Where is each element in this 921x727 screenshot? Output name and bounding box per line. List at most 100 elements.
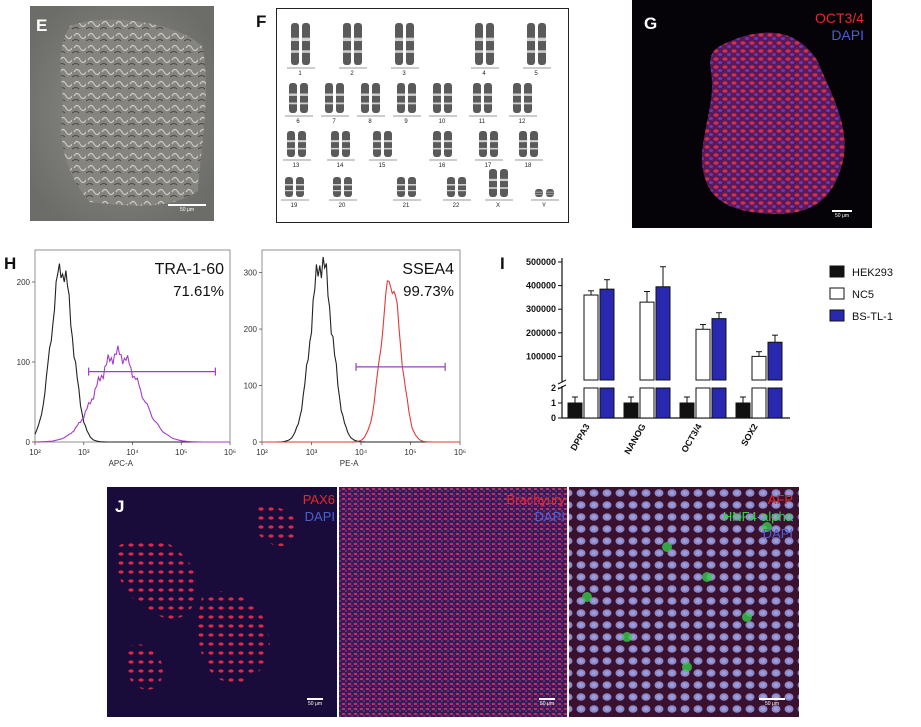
flow-ytick-label: 300 (244, 269, 258, 278)
flow-xtick-label: 10² (256, 448, 268, 457)
bar-category-label: OCT3/4 (679, 422, 703, 454)
panel-j-marker-brachyury: Brachyury (506, 492, 565, 507)
chromosome-label-1: 1 (298, 71, 302, 77)
panel-j-marker-dapi-3: DAPI (762, 526, 793, 541)
chromosome-label-15: 15 (379, 163, 386, 169)
chromosome-pair-22: 22 (443, 177, 471, 209)
bar-NC5-OCT3/4 (695, 328, 711, 381)
flow-ytick-label: 200 (17, 278, 31, 287)
bar-NC5-DPPA3-lower (583, 387, 599, 419)
bar-ytick-label: 300000 (526, 304, 556, 314)
panel-h-flow-cytometry: 0 100 200 10² 10³ 10⁴ 10⁵ 10⁶ APC-A TRA-1-60 71.61… (17, 249, 466, 468)
bar-BS-TL-1-OCT3/4-lower (711, 387, 727, 419)
bar-BS-TL-1-NANOG-lower (655, 387, 671, 419)
chromosome-pair-14: 14 (327, 131, 355, 169)
chromosome-label-3: 3 (402, 71, 406, 77)
chromosome-pair-11: 11 (469, 83, 497, 125)
panel-j-scale-label-1: 50 μm (308, 701, 322, 707)
chromosome-pair-21: 21 (393, 177, 421, 209)
chromosome-label-16: 16 (439, 163, 446, 169)
flow-xaxis-label: APC-A (109, 459, 134, 468)
flow-xtick-label: 10⁴ (355, 448, 368, 457)
chromosome-label-5: 5 (534, 71, 538, 77)
chromosome-pair-3: 3 (391, 23, 419, 77)
panel-g-marker-oct34: OCT3/4 (814, 10, 864, 26)
chromosome-label-22: 22 (453, 203, 460, 209)
bar-BS-TL-1-SOX2 (767, 341, 783, 381)
flow-percent: 71.61% (173, 283, 224, 300)
panel-j-marker-dapi-2: DAPI (534, 509, 565, 524)
chromosome-pair-9: 9 (393, 83, 421, 125)
panel-j-legend-afp: AFP HNF4-alpha DAPI (723, 491, 793, 542)
chromosome-label-14: 14 (337, 163, 344, 169)
flow-marker-name: SSEA4 (402, 261, 454, 278)
chromosome-label-21: 21 (403, 203, 410, 209)
bar-NC5-SOX2 (751, 355, 767, 381)
flow-sample-histogram (262, 280, 460, 443)
panel-e: E 50 μm (30, 6, 214, 221)
flow-xtick-label: 10⁶ (224, 448, 236, 457)
bar-NC5-NANOG (639, 301, 655, 381)
bar-ytick-label: 0 (551, 413, 556, 423)
bar-HEK293-OCT3/4 (679, 402, 695, 419)
panel-j: J PAX6 DAPI Brachyury DAPI AFP HNF4-alph… (107, 487, 799, 717)
bar-legend: HEK293 NC5 BS-TL-1 (829, 265, 893, 323)
panel-e-micrograph (30, 6, 214, 221)
bar-ytick-label: 400000 (526, 281, 556, 291)
chromosome-label-8: 8 (368, 119, 372, 125)
flow-percent: 99.73% (403, 283, 454, 300)
chromosome-label-7: 7 (332, 119, 336, 125)
chromosome-pair-20: 20 (329, 177, 357, 209)
chromosome-pair-1: 1 (287, 23, 315, 77)
chromosome-label-X: X (496, 203, 500, 209)
flow-plot-2: 0 100 200 300 10² 10³ 10⁴ 10⁵ 10⁶ PE-A SSEA4 99.73% (244, 249, 466, 468)
chromosome-label-12: 12 (519, 119, 526, 125)
chromosome-pair-13: 13 (283, 131, 311, 169)
legend-swatch-HEK293 (829, 265, 845, 278)
bar-NC5-OCT3/4-lower (695, 387, 711, 419)
panel-f-karyotype: 1 2 3 4 5 6 7 8 9 10 11 12 13 14 15 16 17 18 19 20 21 22 X Y (276, 8, 569, 223)
chromosome-label-4: 4 (482, 71, 486, 77)
flow-plot-frame (261, 249, 461, 443)
chromosome-pair-8: 8 (357, 83, 385, 125)
chromosome-pair-X: X (485, 169, 513, 209)
chromosome-label-13: 13 (293, 163, 300, 169)
bar-HEK293-SOX2 (735, 402, 751, 419)
bar-BS-TL-1-SOX2-lower (767, 387, 783, 419)
bar-BS-TL-1-DPPA3-lower (599, 387, 615, 419)
legend-swatch-BS-TL-1 (829, 309, 845, 322)
panel-j-marker-pax6: PAX6 (302, 492, 335, 507)
bar-BS-TL-1-DPPA3 (599, 288, 615, 381)
bar-HEK293-DPPA3 (567, 402, 583, 419)
panel-j-scale-label-3: 50 μm (765, 701, 779, 707)
panel-e-label: E (36, 16, 48, 35)
flow-xtick-label: 10³ (78, 448, 90, 457)
flow-sample-histogram (35, 345, 230, 443)
chromosome-label-Y: Y (542, 203, 546, 209)
bar-ytick-label: 100000 (526, 351, 556, 361)
flow-ytick-label: 200 (244, 325, 258, 334)
bar-HEK293-NANOG (623, 402, 639, 419)
bar-BS-TL-1-OCT3/4 (711, 318, 727, 381)
chromosome-label-6: 6 (296, 119, 300, 125)
flow-xtick-label: 10⁴ (126, 448, 139, 457)
panel-i-label: I (500, 254, 505, 273)
legend-label-BS-TL-1: BS-TL-1 (852, 311, 893, 323)
chromosome-label-20: 20 (339, 203, 346, 209)
flow-ytick-label: 0 (26, 438, 31, 447)
chromosome-label-10: 10 (439, 119, 446, 125)
chromosome-pair-15: 15 (369, 131, 397, 169)
panel-j-label: J (115, 497, 125, 516)
panel-h-label: H (4, 254, 17, 273)
bar-ytick-label: 200000 (526, 328, 556, 338)
chromosome-pair-Y: Y (531, 189, 559, 209)
chromosome-pair-2: 2 (339, 23, 367, 77)
panel-j-micrographs (107, 487, 799, 717)
chromosome-pair-19: 19 (281, 177, 309, 209)
legend-swatch-NC5 (829, 287, 845, 300)
chromosome-label-17: 17 (485, 163, 492, 169)
bar-NC5-DPPA3 (583, 294, 599, 381)
bar-BS-TL-1-NANOG (655, 286, 671, 381)
panel-g-marker-dapi: DAPI (831, 27, 864, 43)
